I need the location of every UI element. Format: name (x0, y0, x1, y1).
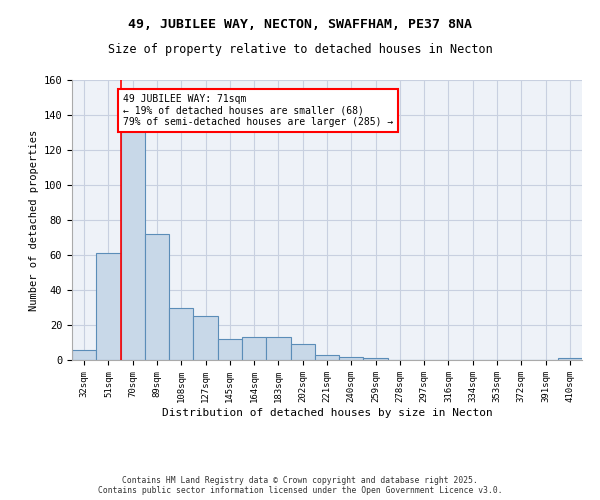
X-axis label: Distribution of detached houses by size in Necton: Distribution of detached houses by size … (161, 408, 493, 418)
Bar (315, 355, 339, 360)
Bar (266, 337, 290, 360)
Text: Contains HM Land Registry data © Crown copyright and database right 2025.
Contai: Contains HM Land Registry data © Crown c… (98, 476, 502, 495)
Bar (242, 337, 266, 360)
Text: 49 JUBILEE WAY: 71sqm
← 19% of detached houses are smaller (68)
79% of semi-deta: 49 JUBILEE WAY: 71sqm ← 19% of detached … (123, 94, 393, 127)
Bar (169, 308, 193, 360)
Bar (96, 253, 121, 360)
Bar (218, 339, 242, 360)
Bar (121, 129, 145, 360)
Bar (193, 316, 218, 360)
Bar (290, 344, 315, 360)
Bar (72, 350, 96, 360)
Text: Size of property relative to detached houses in Necton: Size of property relative to detached ho… (107, 42, 493, 56)
Text: 49, JUBILEE WAY, NECTON, SWAFFHAM, PE37 8NA: 49, JUBILEE WAY, NECTON, SWAFFHAM, PE37 … (128, 18, 472, 30)
Bar (364, 358, 388, 360)
Y-axis label: Number of detached properties: Number of detached properties (29, 130, 40, 310)
Bar (558, 358, 582, 360)
Bar (339, 356, 364, 360)
Bar (145, 234, 169, 360)
